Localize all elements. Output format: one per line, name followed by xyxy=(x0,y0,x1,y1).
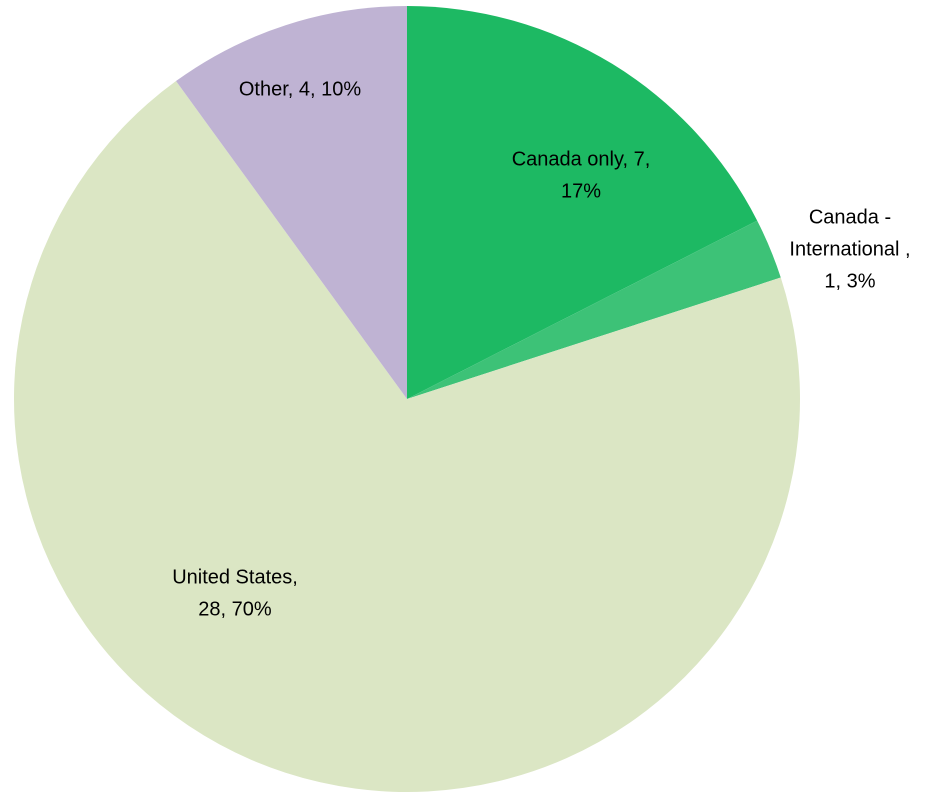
pie-slice xyxy=(14,81,801,792)
data-label: International , xyxy=(789,238,910,260)
data-label: 17% xyxy=(561,180,601,202)
pie-slice xyxy=(407,6,758,399)
data-label: 1, 3% xyxy=(824,270,875,292)
data-label: Canada - xyxy=(809,206,891,228)
data-label: Canada only, 7, xyxy=(512,148,651,170)
data-label: United States, xyxy=(172,566,298,588)
pie-slice xyxy=(176,6,407,399)
data-label: Other, 4, 10% xyxy=(239,78,362,100)
data-label: 28, 70% xyxy=(198,598,272,620)
pie-slice xyxy=(407,220,781,399)
